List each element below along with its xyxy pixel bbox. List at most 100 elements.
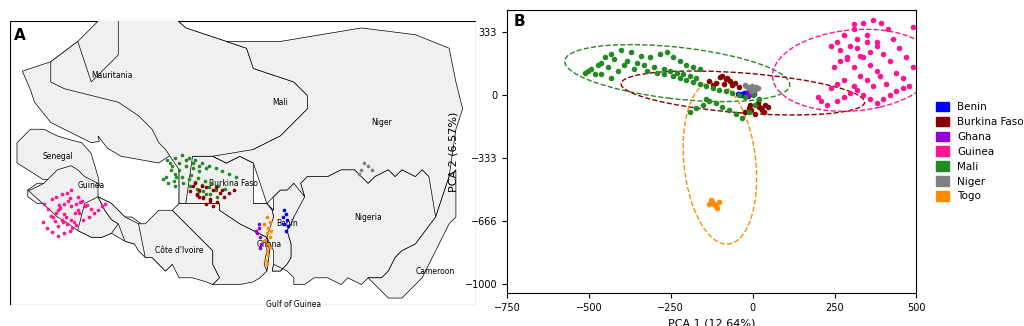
Point: [191, 169, 208, 174]
Mali: [612, 47, 629, 52]
Mali: [748, 102, 764, 107]
Point: [356, 160, 373, 166]
Point: [251, 221, 267, 226]
Guinea: [888, 89, 904, 94]
Point: [259, 215, 275, 220]
Point: [201, 185, 217, 190]
Point: [187, 158, 204, 163]
Point: [54, 220, 71, 225]
Mali: [645, 64, 662, 69]
Burkina Faso: [724, 82, 740, 88]
Burkina Faso: [731, 84, 748, 90]
Point: [207, 185, 223, 190]
Burkina Faso: [708, 81, 724, 86]
Guinea: [882, 59, 898, 64]
Point: [49, 224, 66, 229]
Point: [226, 187, 243, 193]
Guinea: [833, 47, 849, 52]
Guinea: [868, 40, 885, 45]
Mali: [691, 66, 708, 71]
Text: Mauritania: Mauritania: [91, 71, 132, 80]
Point: [65, 225, 81, 230]
Point: [207, 166, 223, 171]
Polygon shape: [213, 28, 463, 217]
Togo: [700, 201, 717, 207]
Polygon shape: [28, 166, 145, 244]
Mali: [652, 51, 669, 56]
Point: [48, 194, 65, 200]
Mali: [577, 70, 593, 75]
Mali: [685, 80, 701, 85]
Mali: [711, 87, 727, 92]
Burkina Faso: [726, 80, 742, 85]
Guinea: [809, 95, 825, 100]
Point: [364, 167, 380, 172]
Point: [187, 181, 204, 186]
Guinea: [885, 36, 901, 41]
Point: [44, 229, 60, 234]
Niger: [743, 88, 760, 93]
Guinea: [852, 53, 868, 58]
Mali: [596, 55, 612, 60]
Point: [171, 160, 187, 166]
Mali: [623, 49, 639, 54]
Point: [251, 225, 267, 230]
Mali: [609, 68, 626, 73]
Point: [201, 163, 217, 168]
Point: [66, 220, 82, 225]
Mali: [675, 72, 691, 77]
Polygon shape: [23, 0, 226, 163]
Guinea: [849, 87, 865, 92]
Point: [83, 206, 99, 212]
Guinea: [836, 95, 852, 100]
Guinea: [862, 96, 879, 102]
Point: [221, 190, 238, 195]
Guinea: [862, 49, 879, 54]
Guinea: [836, 78, 852, 83]
Polygon shape: [253, 203, 273, 271]
Point: [167, 155, 183, 160]
Point: [249, 230, 265, 236]
Point: [189, 175, 206, 181]
Point: [70, 194, 86, 200]
Mali: [620, 59, 636, 64]
Mali: [678, 78, 694, 83]
Ghana: [740, 89, 757, 94]
Guinea: [874, 51, 891, 56]
Benin: [731, 91, 748, 96]
Guinea: [858, 78, 874, 83]
Text: Guinea: Guinea: [78, 182, 104, 190]
Point: [80, 215, 96, 220]
Point: [253, 242, 269, 247]
Point: [188, 186, 205, 191]
Text: Benin: Benin: [276, 219, 298, 228]
Point: [191, 187, 208, 193]
Point: [202, 197, 218, 202]
Mali: [682, 74, 698, 79]
Point: [191, 194, 208, 200]
Ghana: [743, 90, 760, 95]
Point: [45, 215, 61, 220]
Point: [196, 196, 212, 201]
Point: [173, 152, 189, 157]
Text: B: B: [513, 14, 525, 29]
Burkina Faso: [751, 104, 767, 109]
Point: [177, 163, 194, 168]
Guinea: [874, 96, 891, 102]
Niger: [746, 87, 763, 92]
Guinea: [855, 93, 871, 98]
Benin: [738, 93, 755, 98]
Guinea: [852, 74, 868, 79]
Point: [207, 187, 223, 193]
Point: [181, 183, 198, 188]
Point: [90, 208, 106, 213]
Guinea: [868, 43, 885, 49]
Point: [261, 220, 278, 225]
Guinea: [905, 24, 922, 29]
Point: [52, 205, 69, 210]
Point: [202, 191, 218, 197]
Point: [188, 191, 205, 197]
Mali: [642, 55, 658, 60]
Burkina Faso: [718, 77, 734, 82]
Mali: [649, 70, 666, 75]
